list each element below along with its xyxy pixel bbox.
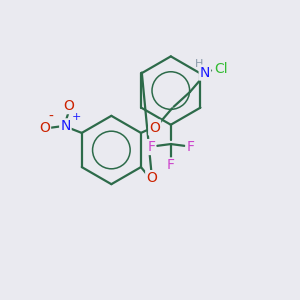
Text: N: N [60, 119, 70, 134]
Text: O: O [146, 171, 157, 185]
Text: Cl: Cl [214, 62, 227, 76]
Text: H: H [213, 69, 221, 79]
Text: O: O [63, 99, 74, 113]
Text: -: - [49, 110, 53, 124]
Text: N: N [200, 66, 210, 80]
Text: O: O [39, 121, 50, 135]
Text: O: O [149, 121, 160, 135]
Text: F: F [186, 140, 194, 154]
Text: F: F [167, 158, 175, 172]
Text: +: + [72, 112, 81, 122]
Text: H: H [195, 59, 203, 69]
Text: F: F [147, 140, 155, 154]
